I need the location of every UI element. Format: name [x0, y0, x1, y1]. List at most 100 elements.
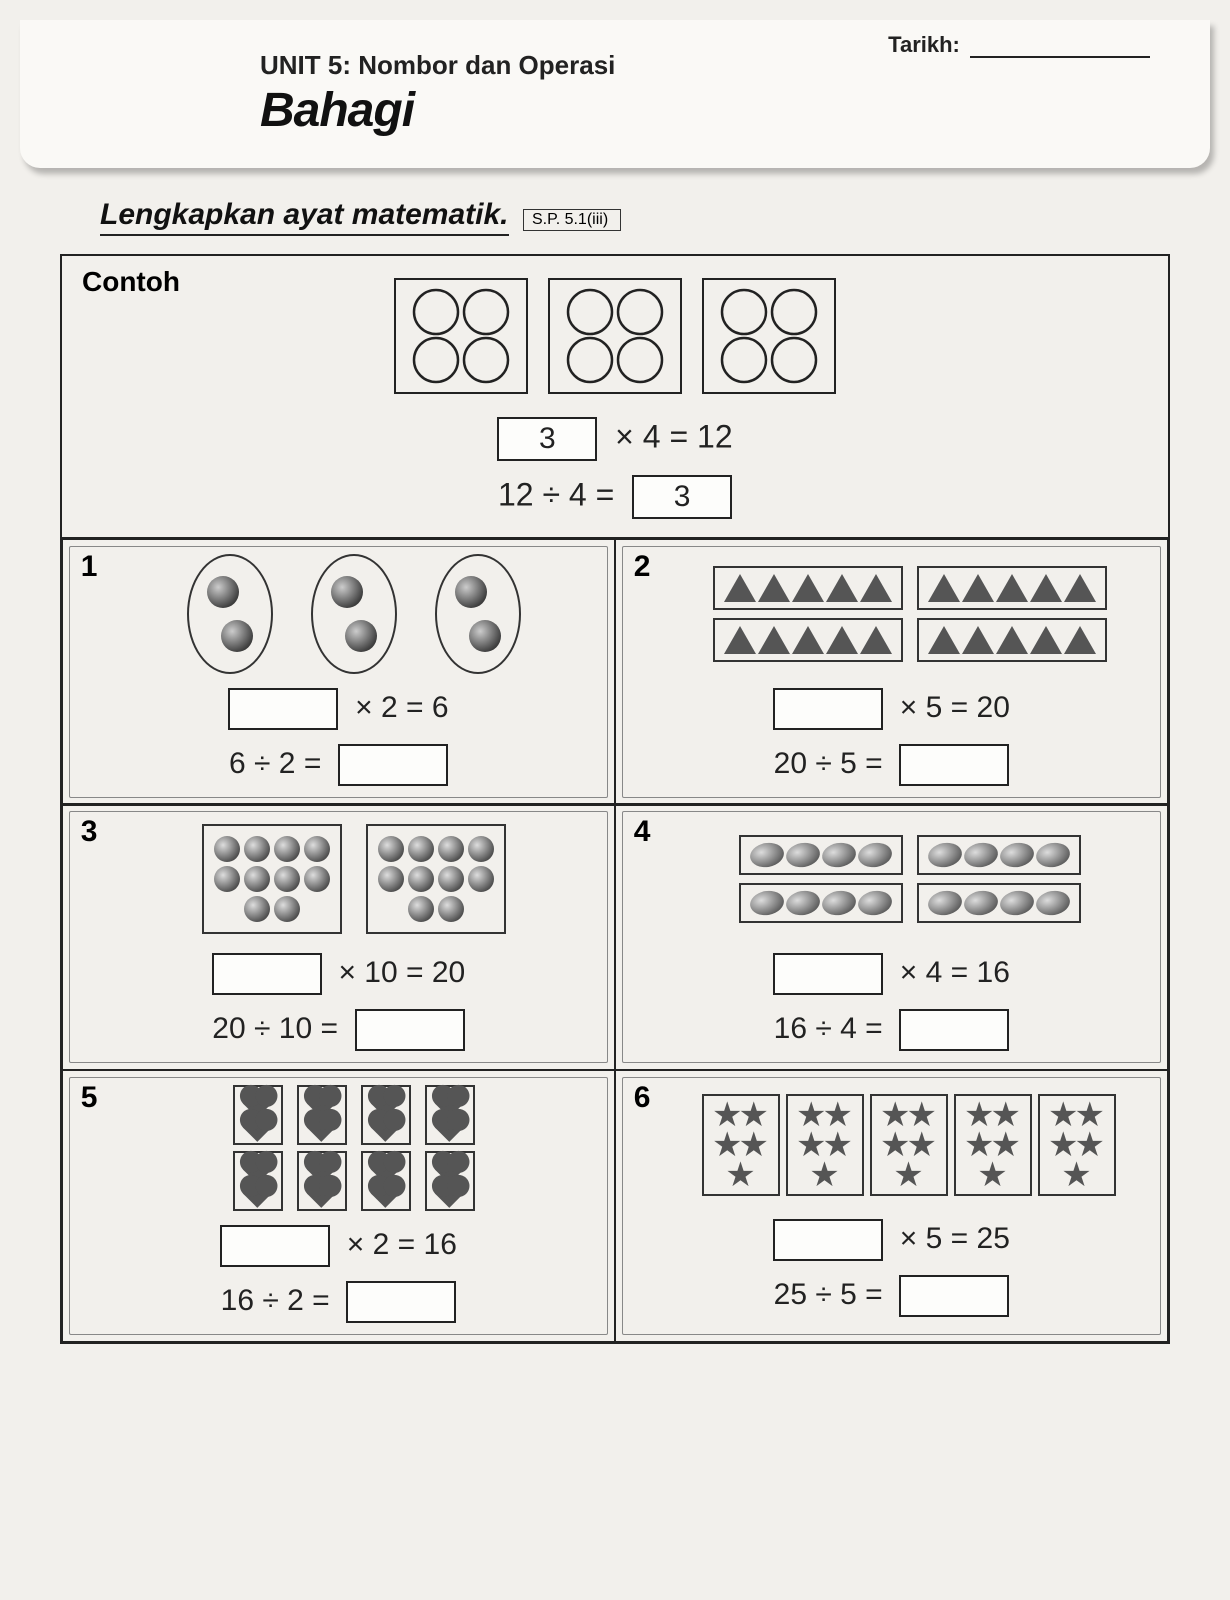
- five-stars-icon: ★★★★★: [786, 1094, 864, 1196]
- q5-mult-line: × 2 = 16: [79, 1225, 599, 1267]
- mult-expr: × 4 = 16: [900, 956, 1010, 989]
- question-cell-2: 2 × 5 = 20 20 ÷ 5 =: [614, 538, 1170, 806]
- question-number: 2: [634, 550, 651, 584]
- four-circles-icon: [560, 286, 670, 386]
- q5-picture: [109, 1085, 599, 1211]
- triangle-row-icon: [917, 566, 1107, 610]
- q6-div-line: 25 ÷ 5 =: [632, 1275, 1152, 1317]
- four-circles-icon: [406, 286, 516, 386]
- five-stars-icon: ★★★★★: [1038, 1094, 1116, 1196]
- question-cell-4: 4 × 4 = 16 16 ÷ 4 =: [614, 803, 1170, 1071]
- instruction-row: Lengkapkan ayat matematik. S.P. 5.1(iii): [60, 198, 1170, 248]
- div-expr: 25 ÷ 5 =: [774, 1278, 883, 1311]
- q4-mult-line: × 4 = 16: [632, 953, 1152, 995]
- heart-column-icon: [233, 1085, 283, 1211]
- q3-div-line: 20 ÷ 10 =: [79, 1009, 599, 1051]
- div-expr: 16 ÷ 4 =: [774, 1012, 883, 1045]
- header-strip: Tarikh: UNIT 5: Nombor dan Operasi Bahag…: [20, 20, 1210, 168]
- answer-blank[interactable]: [773, 688, 883, 730]
- circle-group: [394, 278, 528, 394]
- answer-blank[interactable]: [346, 1281, 456, 1323]
- mult-expr: × 2 = 6: [355, 691, 448, 724]
- div-expr: 16 ÷ 2 =: [221, 1284, 330, 1317]
- example-groups: [82, 278, 1148, 399]
- q6-mult-line: × 5 = 25: [632, 1219, 1152, 1261]
- div-expr: 6 ÷ 2 =: [229, 747, 321, 780]
- q2-picture: [668, 554, 1152, 674]
- q1-mult-line: × 2 = 6: [79, 688, 599, 730]
- answer-blank[interactable]: [220, 1225, 330, 1267]
- instruction-text: Lengkapkan ayat matematik.: [100, 198, 509, 236]
- answer-blank[interactable]: [355, 1009, 465, 1051]
- q3-picture: [109, 819, 599, 939]
- div-expr: 20 ÷ 10 =: [212, 1012, 338, 1045]
- question-cell-6: 6 ★★★★★ ★★★★★ ★★★★★ ★★★★★ ★★★★★: [614, 1069, 1170, 1343]
- q4-picture: [668, 819, 1152, 939]
- ten-dots-icon: [202, 824, 342, 934]
- circle-group: [702, 278, 836, 394]
- triangle-row-icon: [917, 618, 1107, 662]
- mult-expr: × 10 = 20: [338, 956, 465, 989]
- answer-blank[interactable]: [899, 1009, 1009, 1051]
- oval-pair-icon: [311, 554, 397, 674]
- answer-blank[interactable]: [338, 744, 448, 786]
- answer-blank[interactable]: [228, 688, 338, 730]
- question-cell-3: 3 × 10 = 20: [61, 803, 617, 1071]
- question-number: 3: [81, 815, 98, 849]
- five-stars-icon: ★★★★★: [954, 1094, 1032, 1196]
- oval-row-icon: [739, 835, 903, 875]
- mult-expr: × 2 = 16: [347, 1228, 457, 1261]
- question-number: 4: [634, 815, 651, 849]
- q6-picture: ★★★★★ ★★★★★ ★★★★★ ★★★★★ ★★★★★: [666, 1085, 1152, 1205]
- sub-title: Bahagi: [260, 83, 1180, 138]
- question-number: 6: [634, 1081, 651, 1115]
- answer-blank[interactable]: [899, 744, 1009, 786]
- q2-div-line: 20 ÷ 5 =: [632, 744, 1152, 786]
- mult-expr: × 5 = 20: [900, 691, 1010, 724]
- sp-tag: S.P. 5.1(iii): [523, 209, 621, 231]
- heart-column-icon: [361, 1085, 411, 1211]
- tarikh-label: Tarikh:: [888, 32, 960, 57]
- triangle-row-icon: [713, 618, 903, 662]
- heart-column-icon: [425, 1085, 475, 1211]
- q5-div-line: 16 ÷ 2 =: [79, 1281, 599, 1323]
- mult-expr: × 5 = 25: [900, 1222, 1010, 1255]
- tarikh-input-line[interactable]: [970, 40, 1150, 58]
- heart-column-icon: [297, 1085, 347, 1211]
- question-number: 5: [81, 1081, 98, 1115]
- outer-box: Contoh: [60, 254, 1170, 1344]
- question-cell-5: 5: [61, 1069, 617, 1343]
- answer-blank[interactable]: [212, 953, 322, 995]
- oval-pair-icon: [187, 554, 273, 674]
- div-expr: 20 ÷ 5 =: [774, 747, 883, 780]
- example-div-line: 12 ÷ 4 = 3: [82, 475, 1148, 519]
- example-mult-expr: × 4 = 12: [615, 418, 732, 454]
- circle-group: [548, 278, 682, 394]
- example-mult-answer: 3: [497, 417, 597, 461]
- example-div-answer: 3: [632, 475, 732, 519]
- five-stars-icon: ★★★★★: [702, 1094, 780, 1196]
- answer-blank[interactable]: [899, 1275, 1009, 1317]
- q3-mult-line: × 10 = 20: [79, 953, 599, 995]
- answer-blank[interactable]: [773, 1219, 883, 1261]
- example-box: Contoh: [62, 256, 1168, 539]
- five-stars-icon: ★★★★★: [870, 1094, 948, 1196]
- four-circles-icon: [714, 286, 824, 386]
- oval-pair-icon: [435, 554, 521, 674]
- tarikh-row: Tarikh:: [888, 32, 1150, 58]
- question-number: 1: [81, 550, 98, 584]
- example-div-expr: 12 ÷ 4 =: [498, 476, 614, 512]
- worksheet-page: Tarikh: UNIT 5: Nombor dan Operasi Bahag…: [0, 0, 1230, 1600]
- oval-row-icon: [917, 883, 1081, 923]
- example-mult-line: 3 × 4 = 12: [82, 417, 1148, 461]
- q2-mult-line: × 5 = 20: [632, 688, 1152, 730]
- questions-grid: 1 × 2 = 6 6 ÷ 2 = 2: [62, 539, 1168, 1342]
- triangle-row-icon: [713, 566, 903, 610]
- oval-row-icon: [739, 883, 903, 923]
- answer-blank[interactable]: [773, 953, 883, 995]
- oval-row-icon: [917, 835, 1081, 875]
- question-cell-1: 1 × 2 = 6 6 ÷ 2 =: [61, 538, 617, 806]
- q1-div-line: 6 ÷ 2 =: [79, 744, 599, 786]
- q4-div-line: 16 ÷ 4 =: [632, 1009, 1152, 1051]
- ten-dots-icon: [366, 824, 506, 934]
